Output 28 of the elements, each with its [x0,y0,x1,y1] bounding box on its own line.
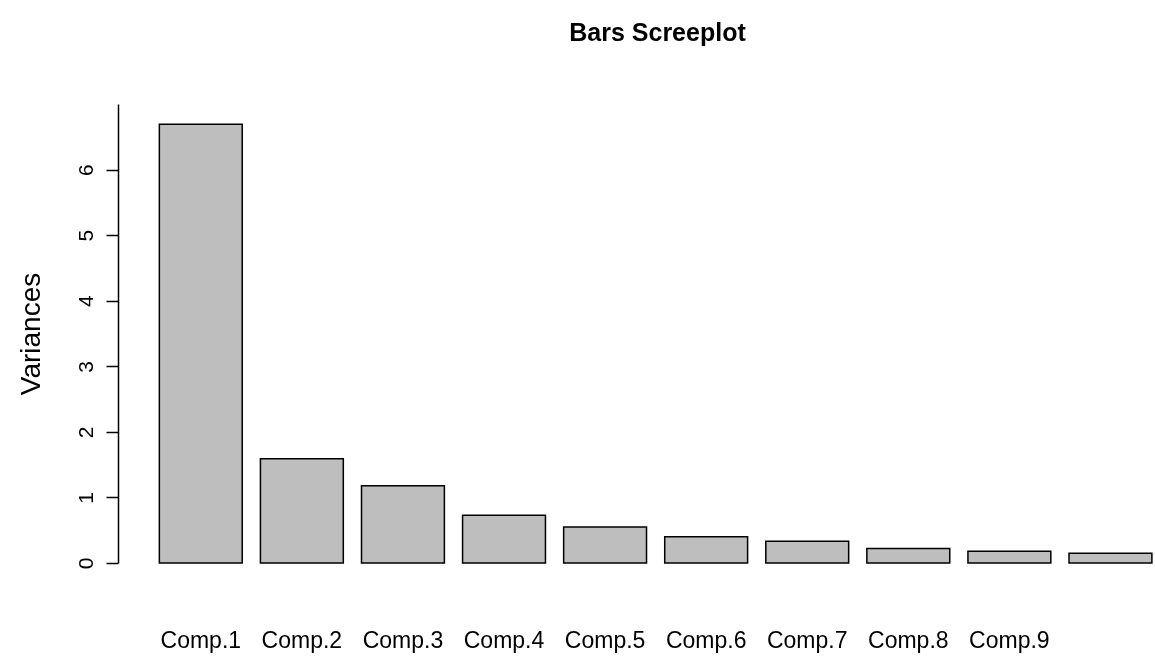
x-tick-label: Comp.5 [564,626,646,653]
y-tick-label: 4 [73,295,97,308]
y-tick-label: 2 [73,426,97,439]
x-tick-label: Comp.7 [766,626,848,653]
y-tick-label: 0 [73,557,97,570]
bar [765,540,850,564]
bar [967,550,1052,564]
y-tick-label: 6 [73,164,97,176]
bar [360,484,446,564]
x-tick-label: Comp.8 [868,626,949,653]
x-tick-label: Comp.1 [160,626,242,653]
bar [562,526,648,564]
bar [158,123,243,564]
y-tick-label: 3 [73,360,97,373]
bar [259,457,345,564]
chart-title: Bars Screeplot [569,18,747,46]
x-tick-label: Comp.6 [665,626,747,653]
x-tick-label: Comp.4 [463,626,545,653]
bar [1068,552,1153,564]
bar [461,514,547,564]
bar [663,536,749,564]
x-tick-label: Comp.3 [362,626,444,653]
x-tick-label: Comp.2 [261,626,343,653]
x-tick-label: Comp.9 [969,626,1050,653]
y-axis-title: Variances [14,272,46,396]
y-tick-label: 1 [73,492,97,504]
bar [866,547,951,564]
y-tick-label: 5 [73,229,97,242]
